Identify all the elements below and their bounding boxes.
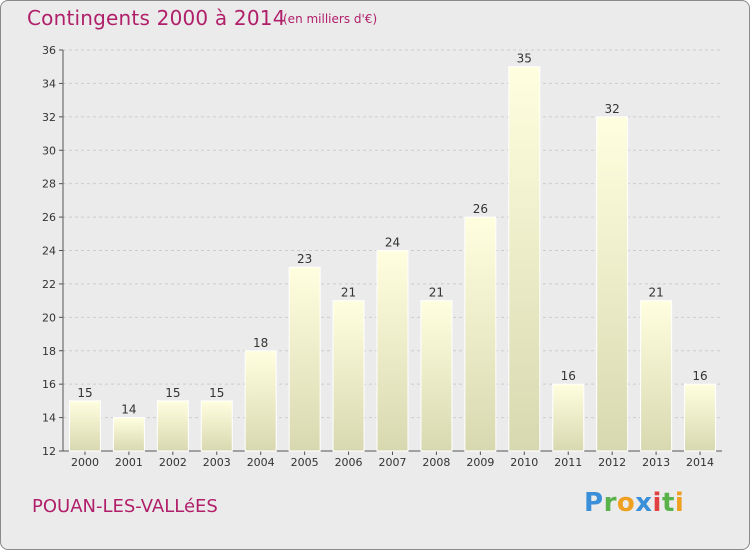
x-tick-label: 2008 <box>422 456 450 469</box>
bar-value-label: 21 <box>648 286 663 300</box>
x-tick-label: 2002 <box>159 456 187 469</box>
commune-name: POUAN-LES-VALLéES <box>32 496 218 517</box>
x-tick-label: 2014 <box>686 456 714 469</box>
x-tick-label: 2007 <box>379 456 407 469</box>
bar-value-label: 24 <box>385 236 400 250</box>
bar-value-label: 16 <box>561 369 576 383</box>
x-tick-label: 2005 <box>291 456 319 469</box>
y-tick-label: 30 <box>42 144 56 157</box>
y-tick-label: 16 <box>42 378 56 391</box>
bar-value-label: 21 <box>429 286 444 300</box>
y-tick-label: 20 <box>42 311 56 324</box>
bar-value-label: 15 <box>209 386 224 400</box>
y-tick-label: 12 <box>42 445 56 458</box>
x-tick-label: 2009 <box>466 456 494 469</box>
x-tick-label: 2000 <box>71 456 99 469</box>
bar-value-label: 21 <box>341 286 356 300</box>
x-tick-label: 2004 <box>247 456 275 469</box>
x-tick-label: 2013 <box>642 456 670 469</box>
x-tick-label: 2006 <box>335 456 363 469</box>
y-tick-label: 22 <box>42 278 56 291</box>
bar-value-label: 14 <box>121 403 136 417</box>
y-tick-label: 18 <box>42 345 56 358</box>
bar-2008 <box>420 300 453 452</box>
bar-2004 <box>244 350 277 452</box>
bar-value-label: 15 <box>165 386 180 400</box>
x-tick-label: 2011 <box>554 456 582 469</box>
bar-2000 <box>68 400 101 452</box>
bar-value-label: 16 <box>692 369 707 383</box>
bar-2005 <box>288 266 321 452</box>
bar-2006 <box>332 300 365 452</box>
unit-note: (en milliers d'€) <box>283 12 378 26</box>
bar-2011 <box>552 383 585 452</box>
y-tick-label: 28 <box>42 178 56 191</box>
grid-lines <box>63 49 722 452</box>
y-tick-label: 32 <box>42 111 56 124</box>
x-tick-label: 2010 <box>510 456 538 469</box>
x-tick-label: 2001 <box>115 456 143 469</box>
bar-2014 <box>684 383 717 452</box>
x-tick-label: 2012 <box>598 456 626 469</box>
bar-2001 <box>112 417 145 452</box>
y-tick-label: 14 <box>42 412 56 425</box>
bar-value-label: 26 <box>473 202 488 216</box>
chart-title: Contingents 2000 à 2014 <box>27 6 286 30</box>
bar-2013 <box>640 300 673 452</box>
bars <box>68 66 717 452</box>
bar-2010 <box>508 66 541 452</box>
y-tick-label: 34 <box>42 77 56 90</box>
y-tick-label: 36 <box>42 44 56 57</box>
bar-2007 <box>376 250 409 452</box>
bar-2009 <box>464 216 497 452</box>
bar-2003 <box>200 400 233 452</box>
y-tick-label: 24 <box>42 245 56 258</box>
proxiti-logo: Proxiti <box>584 488 685 518</box>
bar-value-label: 23 <box>297 252 312 266</box>
bar-2002 <box>156 400 189 452</box>
bar-value-label: 32 <box>605 102 620 116</box>
y-tick-label: 26 <box>42 211 56 224</box>
x-tick-label: 2003 <box>203 456 231 469</box>
bar-value-label: 15 <box>77 386 92 400</box>
bar-2012 <box>596 116 629 452</box>
bar-value-label: 18 <box>253 336 268 350</box>
labels: 12 14 16 18 20 22 24 26 28 30 32 34 36 15 2000 14 2001 15… <box>42 44 714 469</box>
bar-value-label: 35 <box>517 52 532 66</box>
